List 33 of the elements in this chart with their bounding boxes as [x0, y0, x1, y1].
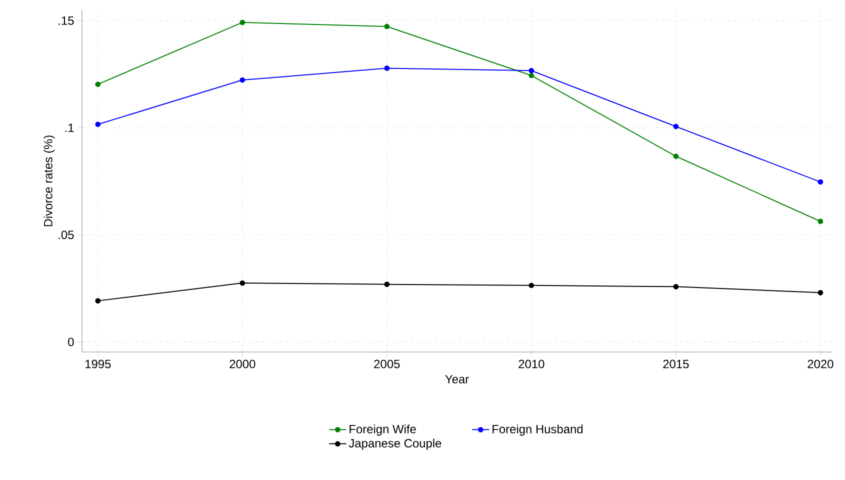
point: [673, 284, 679, 290]
point: [240, 20, 246, 26]
legend-label: Japanese Couple: [348, 438, 442, 450]
x-tick-label: 2005: [374, 360, 400, 368]
point: [528, 68, 534, 74]
point: [240, 280, 246, 286]
point: [818, 218, 824, 224]
y-tick-label: .15: [58, 16, 74, 25]
x-tick-label: 2020: [808, 360, 834, 368]
point: [818, 290, 824, 296]
legend-label: Foreign Husband: [492, 424, 583, 436]
point: [95, 122, 101, 128]
y-tick-label: 0: [68, 338, 74, 346]
point: [818, 179, 824, 185]
x-tick-label: 2015: [663, 360, 689, 368]
point: [384, 282, 390, 288]
y-tick-label: .05: [58, 230, 74, 240]
point: [240, 77, 246, 83]
y-axis-title: Divorce rates (%): [44, 136, 55, 226]
point: [95, 298, 101, 304]
x-tick-label: 1995: [86, 360, 111, 368]
x-axis-title: Year: [445, 375, 469, 384]
point: [673, 154, 679, 159]
point: [528, 72, 534, 78]
x-tick-label: 2010: [518, 360, 544, 368]
point: [95, 82, 101, 87]
point: [384, 66, 390, 71]
y-tick-label: .1: [65, 124, 74, 132]
x-tick-label: 2000: [230, 360, 256, 368]
point: [384, 24, 390, 30]
point: [673, 124, 679, 130]
legend-label: Foreign Wife: [350, 424, 416, 436]
point: [528, 282, 534, 288]
